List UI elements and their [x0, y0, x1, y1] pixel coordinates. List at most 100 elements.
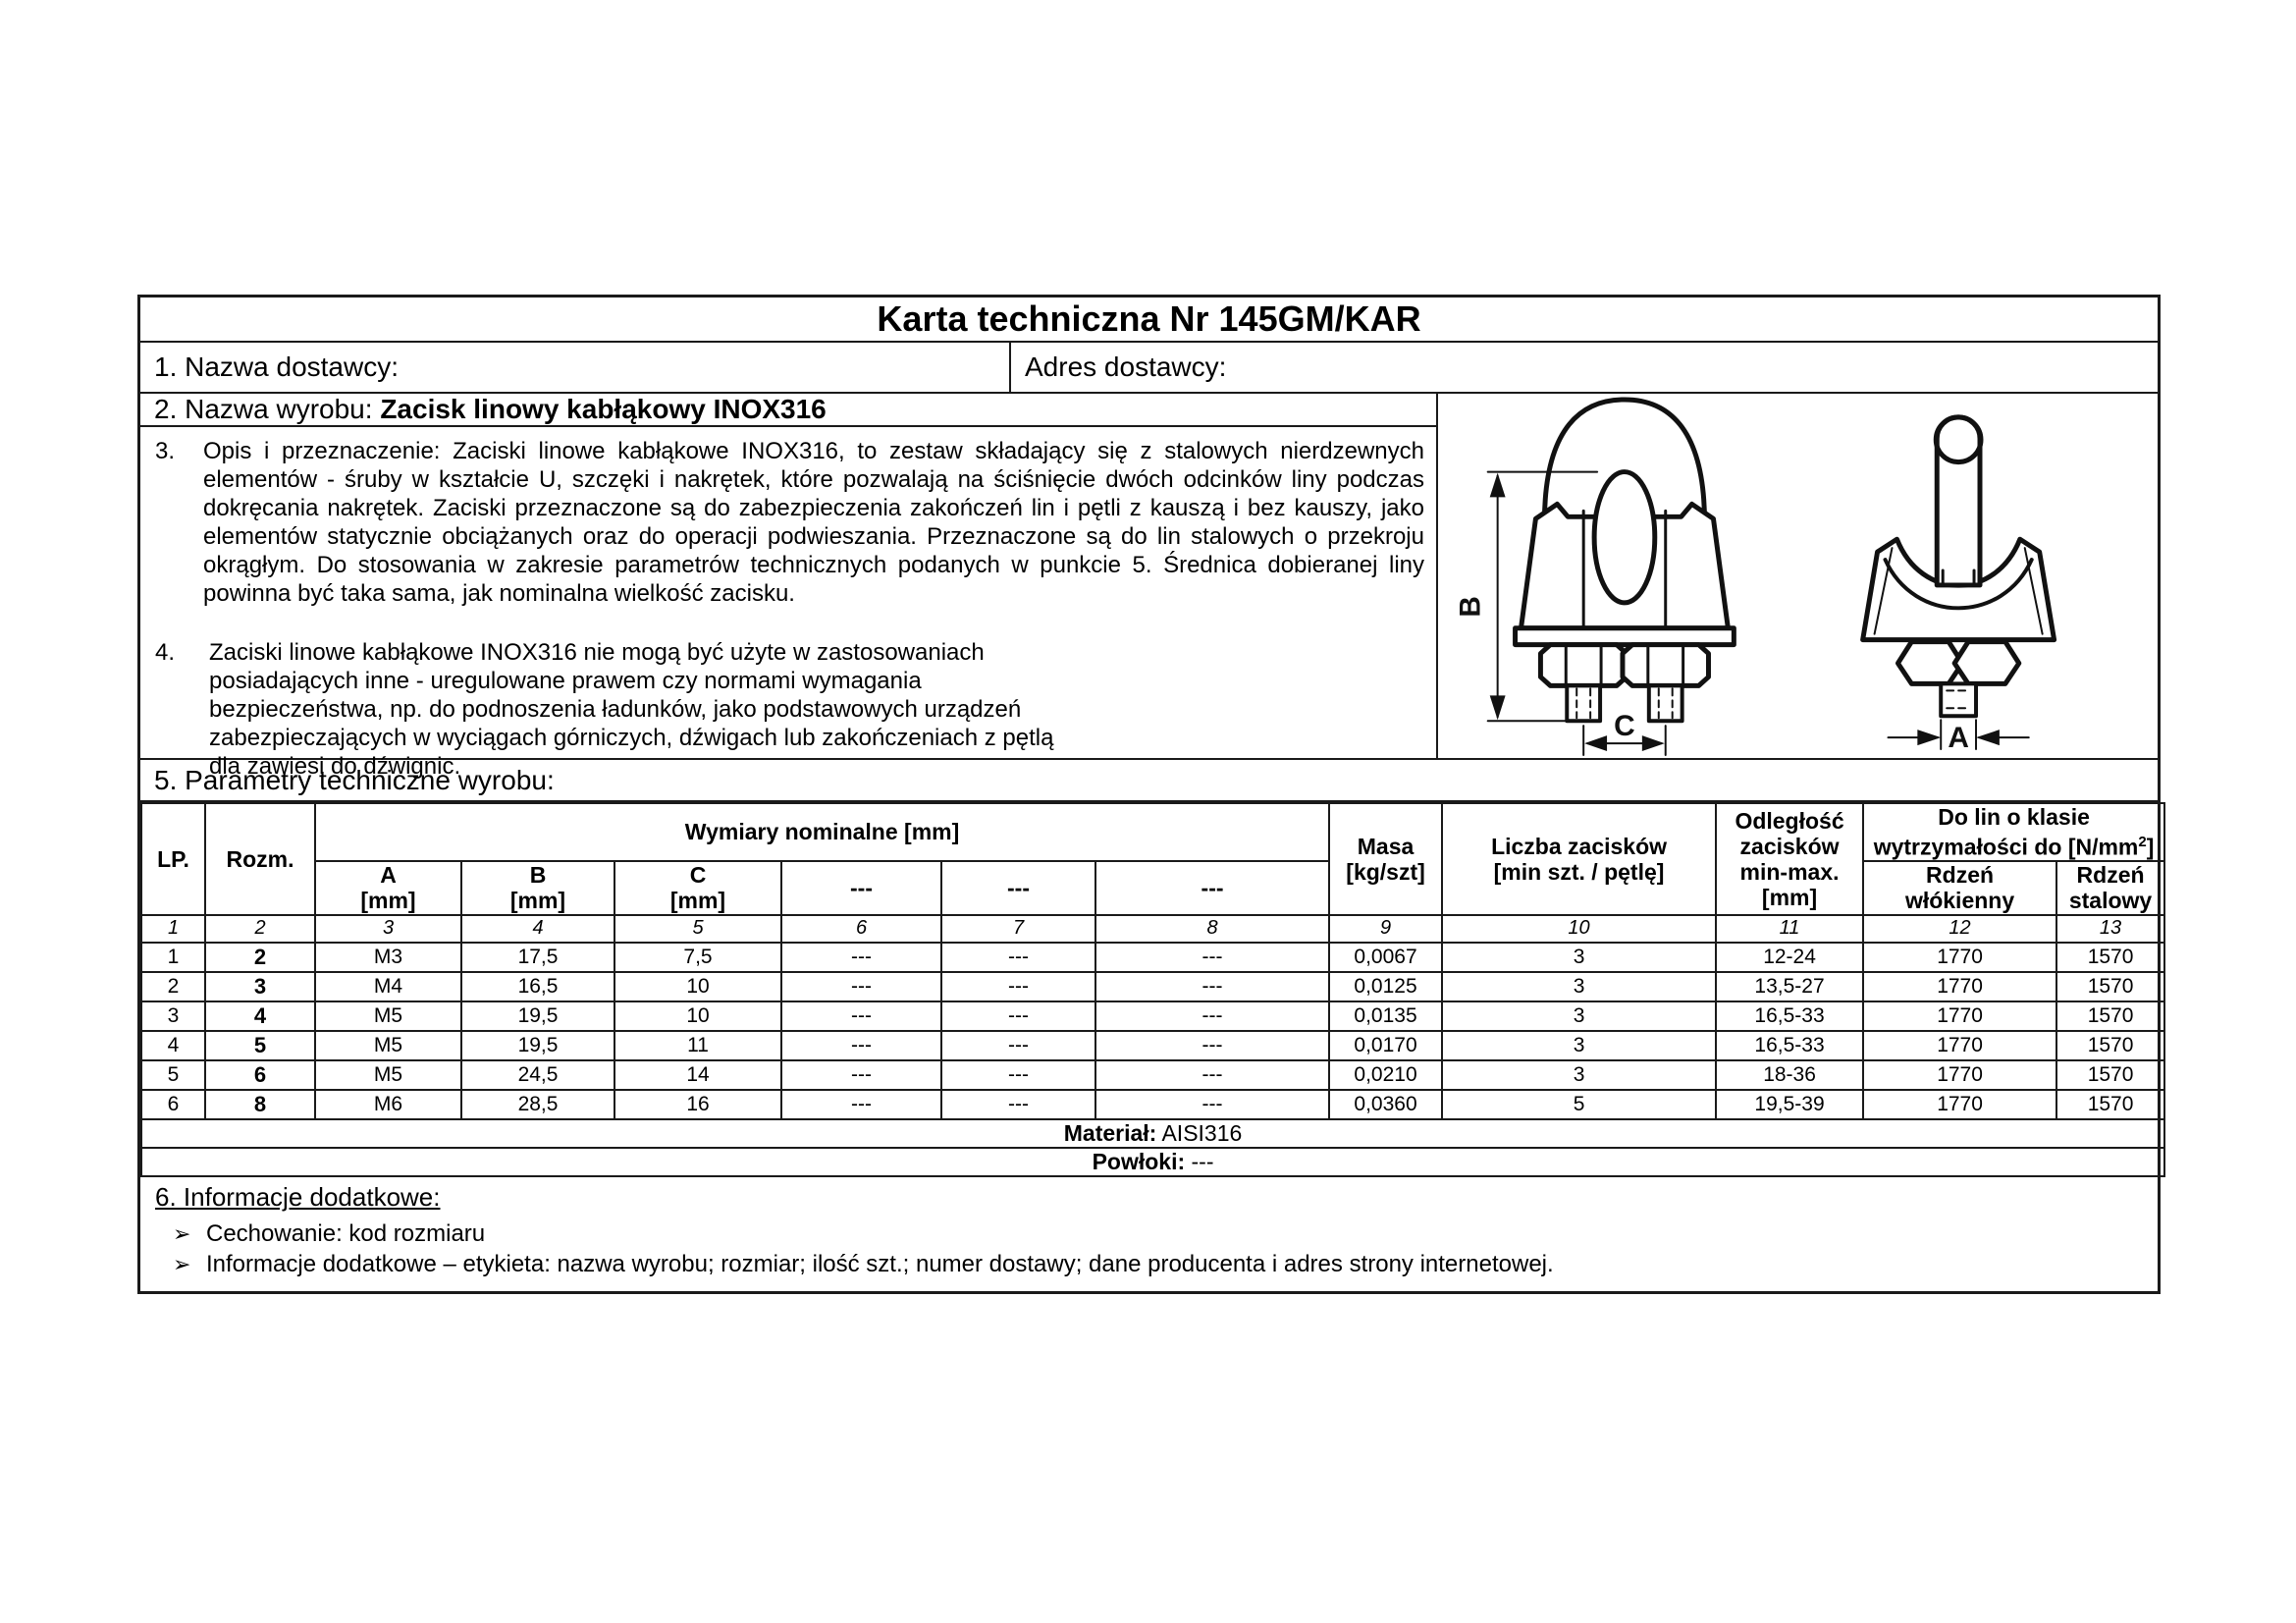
table-cell: 8	[204, 1088, 316, 1120]
table-cell: 3	[140, 1000, 206, 1032]
table-cell: 1770	[1862, 1058, 2058, 1091]
table-row: 6 8 M6 28,5 16 --- --- --- 0,0360 5 19,5-39 1770 157…	[140, 1088, 2166, 1120]
table-cell: 0,0067	[1328, 941, 1444, 973]
table-cell: 17,5	[460, 941, 615, 973]
table-cell: 1570	[2056, 1029, 2166, 1061]
header-mass: Masa [kg/szt]	[1328, 802, 1444, 916]
table-cell: 18-36	[1715, 1058, 1865, 1091]
front-right-nut	[1620, 642, 1711, 688]
table-cell: ---	[780, 1000, 942, 1032]
bullet-marking: ➢ Cechowanie: kod rozmiaru	[155, 1218, 2142, 1249]
technical-data-sheet: Karta techniczna Nr 145GM/KAR 1. Nazwa d…	[137, 295, 2166, 1294]
table-cell: M4	[314, 970, 462, 1002]
table-cell: 0,0360	[1328, 1088, 1444, 1120]
paragraph-4-text: Zaciski linowe kabłąkowe INOX316 nie mog…	[209, 639, 1054, 780]
subheader-dash-1: ---	[780, 859, 942, 916]
table-cell: ---	[940, 1029, 1096, 1061]
table-cell: 2	[140, 970, 206, 1002]
header-rope-strength-class: Do lin o klasie wytrzymałości do [N/mm2]	[1862, 802, 2166, 862]
front-right-stub	[1646, 683, 1684, 724]
table-cell: 19,5-39	[1715, 1088, 1865, 1120]
table-cell: 3	[204, 970, 316, 1002]
subheader-dash-2: ---	[940, 859, 1096, 916]
table-cell: 24,5	[460, 1058, 615, 1091]
column-number-cell: 6	[780, 913, 942, 944]
header-lp: LP.	[140, 802, 206, 916]
front-left-nut	[1537, 642, 1629, 688]
table-cell: 16,5-33	[1715, 1029, 1865, 1061]
superscript-2: 2	[2138, 834, 2147, 850]
product-label: 2. Nazwa wyrobu:	[154, 394, 381, 424]
column-number-cell: 5	[614, 913, 782, 944]
table-cell: 11	[614, 1029, 782, 1061]
table-cell: 10	[614, 1000, 782, 1032]
column-number-cell: 12	[1862, 913, 2058, 944]
supplier-row: 1. Nazwa dostawcy: Adres dostawcy:	[140, 343, 2158, 394]
table-cell: ---	[940, 1000, 1096, 1032]
table-cell: 1570	[2056, 1058, 2166, 1091]
table-cell: 7,5	[614, 941, 782, 973]
table-cell: ---	[1094, 1088, 1331, 1120]
table-cell: 1770	[1862, 1029, 2058, 1061]
table-cell: 5	[140, 1058, 206, 1091]
table-cell: ---	[940, 1088, 1096, 1120]
table-cell: 3	[1441, 1029, 1718, 1061]
side-stub	[1939, 681, 1979, 719]
product-name: Zacisk linowy kabłąkowy INOX316	[380, 394, 827, 424]
table-cell: M6	[314, 1088, 462, 1120]
parameters-table: LP. Rozm. Wymiary nominalne [mm] Masa [k…	[139, 802, 2166, 1177]
dim-label-a: A	[1948, 722, 1969, 754]
table-cell: 1770	[1862, 1000, 2058, 1032]
table-cell: ---	[1094, 1058, 1331, 1091]
column-number-cell: 11	[1715, 913, 1865, 944]
side-right-nut	[1951, 639, 2022, 686]
dim-label-b: B	[1455, 596, 1487, 618]
front-left-stub	[1565, 683, 1603, 724]
table-cell: 19,5	[460, 1029, 615, 1061]
column-number-row: 1 2 3 4 5 6 7 8 9 10 11 12 13	[140, 913, 2166, 944]
front-ubolt-arch	[1541, 397, 1707, 525]
arrow-bullet-icon: ➢	[173, 1220, 191, 1246]
description-area: 3. Opis i przeznaczenie: Zaciski linowe …	[140, 427, 1436, 781]
header-rozm: Rozm.	[204, 802, 316, 916]
dimension-b	[1486, 470, 1599, 723]
table-cell: 1570	[2056, 1000, 2166, 1032]
table-cell: 3	[1441, 1058, 1718, 1091]
column-number-cell: 13	[2056, 913, 2166, 944]
table-cell: ---	[1094, 941, 1331, 973]
material-label: Materiał:	[1063, 1119, 1157, 1146]
material-row: Materiał: AISI316	[139, 1117, 2166, 1149]
table-cell: M5	[314, 1058, 462, 1091]
table-cell: 5	[204, 1029, 316, 1061]
subheader-steel-core: Rdzeń stalowy	[2056, 859, 2166, 916]
table-cell: ---	[1094, 1029, 1331, 1061]
coating-label: Powłoki:	[1092, 1148, 1186, 1174]
main-section: 2. Nazwa wyrobu: Zacisk linowy kabłąkowy…	[140, 394, 2158, 780]
table-row: 2 3 M4 16,5 10 --- --- --- 0,0125 3 13,5-27 1770 157…	[140, 970, 2166, 1002]
table-cell: ---	[780, 1088, 942, 1120]
table-cell: 16	[614, 1088, 782, 1120]
table-sub-header-row: A [mm] B [mm] C [mm] --- --- --- Rdzeń w…	[141, 859, 2166, 916]
arrow-bullet-icon: ➢	[173, 1251, 191, 1276]
table-cell: 3	[1441, 941, 1718, 973]
subheader-fibre-core: Rdzeń włókienny	[1862, 859, 2058, 916]
document-title: Karta techniczna Nr 145GM/KAR	[140, 298, 2158, 343]
table-cell: 2	[204, 941, 316, 973]
table-cell: ---	[780, 1058, 942, 1091]
section6-additional-info: 6. Informacje dodatkowe: ➢ Cechowanie: k…	[140, 1177, 2158, 1291]
supplier-address-label: Adres dostawcy:	[1025, 352, 1227, 382]
header-clip-distance: Odległość zacisków min-max. [mm]	[1715, 802, 1865, 916]
column-number-cell: 10	[1441, 913, 1718, 944]
table-cell: 4	[140, 1029, 206, 1061]
front-flange	[1513, 625, 1736, 648]
table-cell: 19,5	[460, 1000, 615, 1032]
table-cell: 0,0170	[1328, 1029, 1444, 1061]
table-row: 4 5 M5 19,5 11 --- --- --- 0,0170 3 16,5-33 1770 157…	[140, 1029, 2166, 1061]
table-cell: 1770	[1862, 941, 2058, 973]
table-cell: ---	[780, 1029, 942, 1061]
paragraph-4: 4. Zaciski linowe kabłąkowe INOX316 nie …	[155, 638, 1424, 781]
header-nominal-dimensions: Wymiary nominalne [mm]	[313, 802, 1331, 862]
product-name-row: 2. Nazwa wyrobu: Zacisk linowy kabłąkowy…	[140, 394, 1436, 427]
table-cell: ---	[780, 970, 942, 1002]
paragraph-3-number: 3.	[155, 438, 176, 464]
